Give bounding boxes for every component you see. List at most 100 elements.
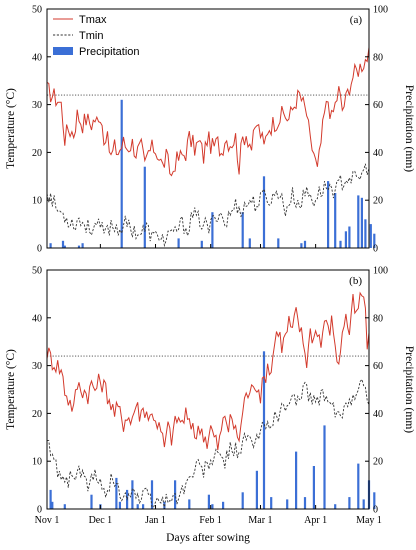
precip-bar (211, 212, 214, 248)
precip-bar (81, 243, 84, 248)
precip-bar (344, 231, 347, 248)
precip-bar (364, 219, 367, 248)
precip-bar (177, 238, 180, 248)
precip-bar (262, 351, 266, 509)
precip-bar (136, 504, 139, 509)
y-tick-label: 10 (32, 457, 42, 468)
precip-bar (348, 497, 351, 509)
y-tick-label: 0 (37, 244, 42, 255)
tmin-line (46, 163, 370, 248)
y-axis-title: Temperature (°C) (5, 88, 17, 169)
y-tick-label: 40 (32, 313, 42, 324)
x-tick-label: Dec 1 (89, 515, 113, 526)
y2-axis-title: Precipitation (mm) (403, 85, 415, 172)
precip-bar (373, 492, 376, 509)
y2-tick-label: 80 (373, 313, 383, 324)
y2-tick-label: 20 (373, 457, 383, 468)
precip-bar (262, 176, 266, 248)
precip-bar (200, 240, 203, 248)
y2-tick-label: 100 (373, 266, 388, 277)
precip-bar (357, 195, 360, 248)
precip-bar (63, 245, 66, 248)
precip-bar (303, 497, 307, 509)
precip-bar (348, 226, 351, 248)
precip-bar (323, 425, 326, 509)
y-tick-label: 50 (32, 266, 42, 277)
legend-label: Tmin (79, 30, 103, 42)
x-tick-label: May 1 (356, 515, 382, 526)
precip-bar (90, 494, 93, 509)
precip-bar (241, 492, 244, 509)
x-tick-label: Mar 1 (248, 515, 272, 526)
precip-bar (222, 501, 225, 509)
precip-bar (131, 480, 134, 509)
precip-bar (207, 494, 210, 509)
x-tick-label: Apr 1 (304, 515, 327, 526)
tmax-line (46, 291, 370, 451)
precip-bar (143, 166, 146, 248)
legend: Tmax Tmin Precipitation (53, 14, 140, 58)
y-tick-label: 20 (32, 148, 42, 159)
y-tick-label: 0 (37, 505, 42, 516)
y-tick-label: 40 (32, 52, 42, 63)
y-tick-label: 20 (32, 409, 42, 420)
precip-bar (118, 501, 121, 509)
panel-b: 0 10 20 30 40 50 0 20 40 60 80 100 Nov 1 Dec 1 Jan 1 Fe… (5, 266, 415, 527)
precip-bar (295, 451, 298, 509)
precip-bar (303, 240, 307, 248)
panel-a: 0 10 20 30 40 50 0 20 40 60 80 100 Temperature (°C) P… (5, 5, 415, 255)
precip-bar (120, 99, 123, 248)
tmax-line (46, 47, 370, 177)
y-tick-label: 30 (32, 361, 42, 372)
y2-tick-label: 40 (373, 409, 383, 420)
y2-tick-label: 0 (373, 505, 378, 516)
precip-bar (61, 240, 65, 248)
precip-bar (241, 212, 244, 248)
y-tick-label: 30 (32, 100, 42, 111)
precip-bar (270, 497, 273, 509)
x-tick-label: Jan 1 (145, 515, 166, 526)
y2-tick-label: 40 (373, 148, 383, 159)
precip-bar (115, 477, 118, 509)
precip-bar (357, 463, 360, 509)
y2-axis-title: Precipitation (mm) (403, 346, 415, 433)
precip-bar (211, 504, 214, 509)
precip-bar (362, 499, 365, 509)
panel-label: (a) (350, 14, 363, 26)
y-tick-label: 10 (32, 196, 42, 207)
plot-frame (46, 269, 370, 510)
precip-bar (188, 499, 191, 509)
precip-bar (334, 193, 337, 248)
precip-bar (373, 233, 376, 248)
precip-bar (300, 243, 303, 248)
y2-tick-label: 100 (373, 5, 388, 16)
y2-tick-label: 20 (373, 196, 383, 207)
precip-bar (49, 243, 52, 248)
precip-bar (63, 504, 66, 509)
y2-tick-label: 0 (373, 244, 378, 255)
precip-bar (49, 489, 52, 509)
precip-bar (334, 504, 337, 509)
precip-bar (286, 499, 289, 509)
x-tick-label: Feb 1 (199, 515, 222, 526)
precip-bar (312, 466, 315, 509)
y2-tick-label: 60 (373, 361, 383, 372)
precip-bar (369, 224, 372, 248)
y-axis-title: Temperature (°C) (5, 349, 17, 430)
legend-label: Tmax (79, 14, 107, 26)
precip-bar (142, 504, 145, 509)
precip-bar (255, 470, 258, 509)
y2-tick-label: 60 (373, 100, 383, 111)
precip-bar (339, 240, 342, 248)
y2-tick-label: 80 (373, 52, 383, 63)
panel-label: (b) (349, 275, 362, 287)
precip-bar (248, 238, 251, 248)
x-tick-label: Nov 1 (35, 515, 60, 526)
precip-bar (150, 480, 154, 509)
precip-bar (51, 501, 54, 509)
plot-frame (46, 8, 370, 249)
precip-bar (77, 245, 81, 248)
legend-swatch-precipitation (53, 47, 73, 55)
legend-label: Precipitation (79, 46, 140, 58)
